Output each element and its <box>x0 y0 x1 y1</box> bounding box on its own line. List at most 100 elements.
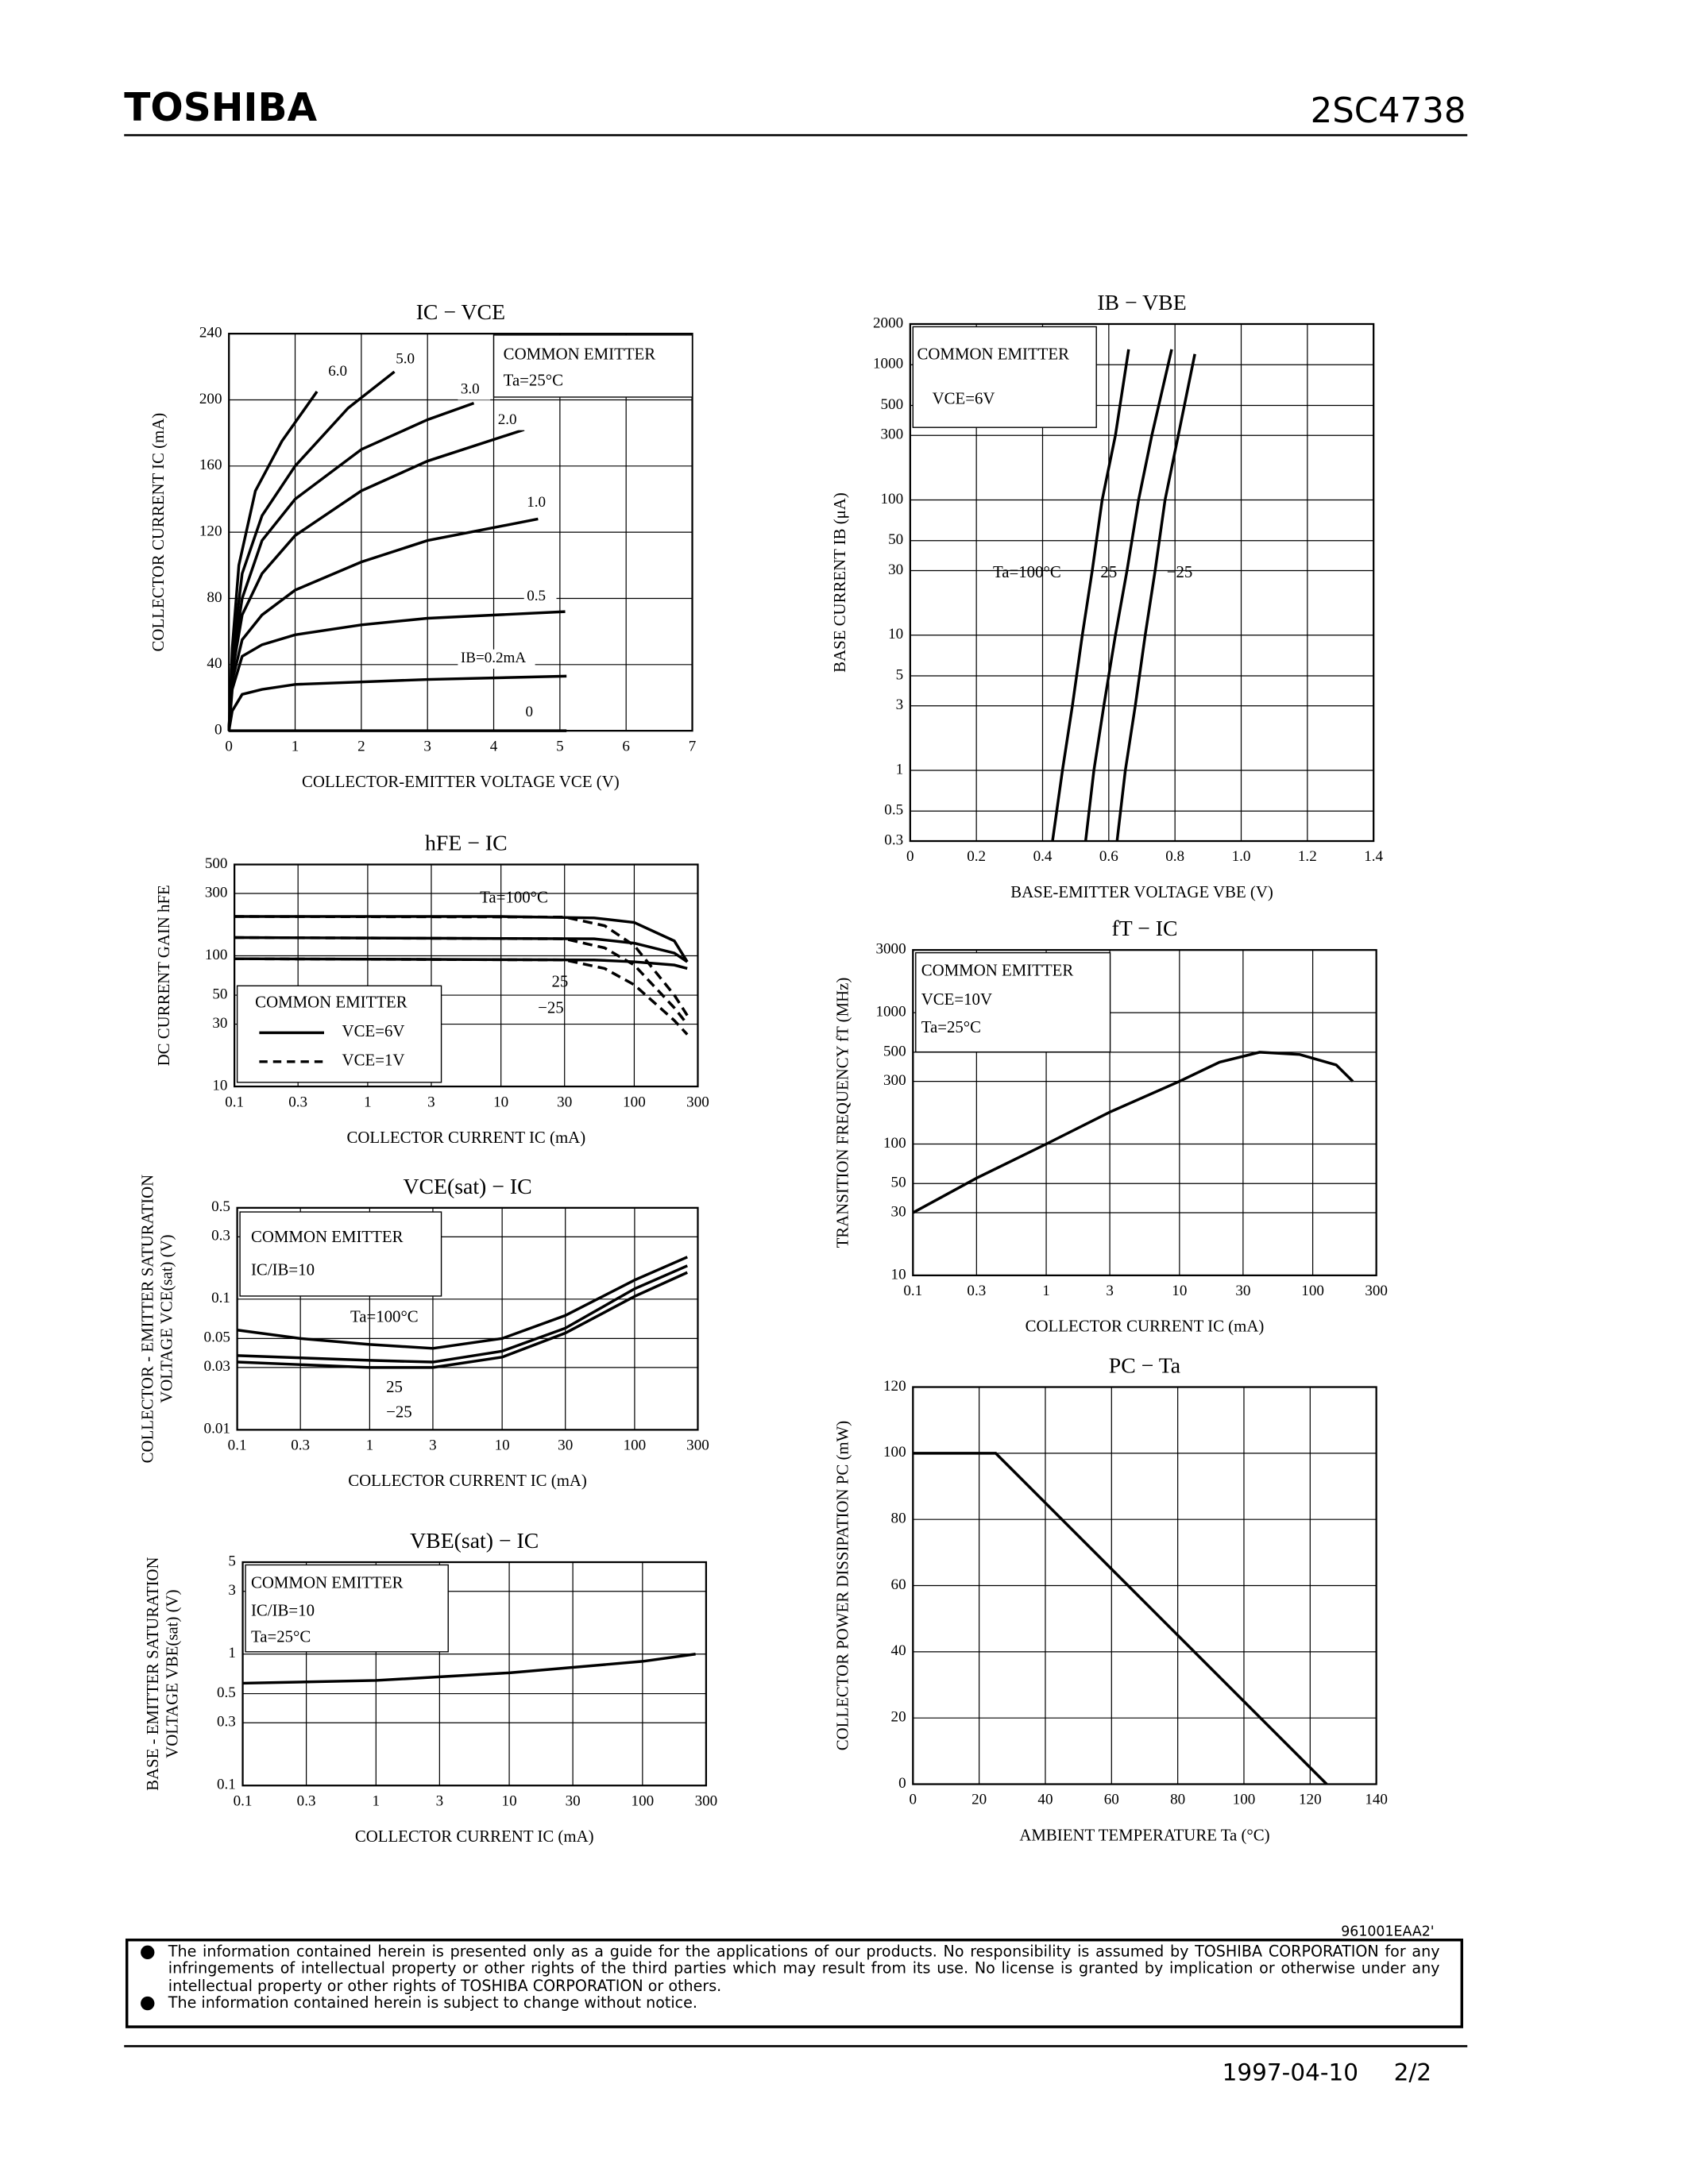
annotation-box <box>492 334 693 398</box>
y-tick-label: 1 <box>896 761 904 778</box>
x-tick-label: 80 <box>1170 1792 1185 1808</box>
legend-label: VCE=6V <box>342 1021 405 1040</box>
x-tick-label: 0 <box>906 848 914 865</box>
chart-title: IB − VBE <box>1097 291 1186 315</box>
x-tick-label: 0.2 <box>967 848 986 865</box>
x-tick-label: 100 <box>623 1094 646 1110</box>
curve <box>237 1271 688 1369</box>
y-tick-label: 300 <box>881 426 904 443</box>
legend-label: VCE=1V <box>342 1051 405 1070</box>
x-tick-label: 0.3 <box>297 1792 316 1809</box>
plot-frame <box>912 1386 1377 1785</box>
y-axis-label: COLLECTOR - EMITTER SATURATION <box>137 1175 156 1464</box>
annotation: Ta=25°C <box>921 1017 981 1036</box>
x-tick-label: 3 <box>423 738 431 754</box>
curve <box>1083 349 1173 842</box>
curve-label: 2.0 <box>498 411 517 428</box>
curve <box>227 610 566 731</box>
y-tick-label: 0.3 <box>217 1714 236 1731</box>
curve <box>227 428 525 731</box>
curve-label: 0 <box>525 704 533 720</box>
x-tick-label: 3 <box>427 1094 435 1110</box>
y-tick-label: 2000 <box>873 314 903 331</box>
x-axis-label: COLLECTOR CURRENT IC (mA) <box>346 1128 585 1147</box>
x-tick-label: 3 <box>429 1437 437 1454</box>
curve-label: 3.0 <box>461 381 480 398</box>
x-tick-label: 10 <box>1172 1283 1187 1299</box>
x-tick-label: 0.3 <box>291 1437 310 1454</box>
annotation: −25 <box>1167 562 1193 581</box>
y-tick-label: 3 <box>896 696 904 713</box>
annotation: VCE=6V <box>933 388 995 407</box>
curve-label: 1.0 <box>527 494 546 511</box>
annotation: COMMON EMITTER <box>921 961 1074 980</box>
label-bg <box>458 380 491 400</box>
y-axis-label: BASE CURRENT IB (μA) <box>830 492 849 673</box>
chart-title: VCE(sat) − IC <box>403 1175 531 1199</box>
x-tick-label: 30 <box>558 1437 573 1454</box>
doc-code: 961001EAA2' <box>1341 1924 1434 1939</box>
y-tick-label: 80 <box>207 589 222 606</box>
annotation-box <box>245 1564 449 1653</box>
label-bg <box>523 587 557 607</box>
y-tick-label: 50 <box>888 531 903 548</box>
curve <box>234 936 689 1025</box>
x-tick-label: 4 <box>490 738 498 754</box>
y-tick-label: 10 <box>212 1077 227 1094</box>
y-tick-label: 1000 <box>873 356 903 372</box>
y-tick-label: 0.5 <box>211 1198 230 1215</box>
y-tick-label: 80 <box>891 1511 906 1527</box>
curve <box>234 915 689 963</box>
y-tick-label: 200 <box>199 391 222 407</box>
x-tick-label: 100 <box>624 1437 647 1454</box>
y-tick-label: 0 <box>214 722 222 739</box>
x-tick-label: 2 <box>357 738 365 754</box>
x-tick-label: 1 <box>1042 1283 1050 1299</box>
x-axis-label: COLLECTOR CURRENT IC (mA) <box>348 1471 587 1490</box>
annotation: COMMON EMITTER <box>251 1227 404 1246</box>
y-tick-label: 0 <box>898 1775 906 1792</box>
x-tick-label: 0 <box>225 738 233 754</box>
y-tick-label: 0.01 <box>204 1421 230 1437</box>
x-axis-label: COLLECTOR CURRENT IC (mA) <box>1026 1317 1265 1336</box>
y-tick-label: 0.3 <box>884 832 903 848</box>
x-tick-label: 140 <box>1365 1792 1388 1808</box>
curve <box>227 370 396 731</box>
annotation-box <box>915 951 1111 1053</box>
part-number: 2SC4738 <box>1311 91 1466 131</box>
chart-title: IC − VCE <box>416 300 505 325</box>
x-axis-label: BASE-EMITTER VOLTAGE VBE (V) <box>1010 882 1273 901</box>
x-tick-label: 120 <box>1299 1792 1322 1808</box>
y-axis-label: VOLTAGE VBE(sat) (V) <box>163 1589 182 1758</box>
chart-title: fT − IC <box>1111 916 1177 941</box>
y-tick-label: 50 <box>891 1175 906 1191</box>
curve <box>1051 349 1130 842</box>
y-tick-label: 160 <box>199 457 222 473</box>
y-tick-label: 500 <box>881 396 904 413</box>
date: 1997-04-10 <box>1223 2059 1358 2086</box>
annotation: IC/IB=10 <box>251 1600 315 1619</box>
x-tick-label: 1 <box>292 738 299 754</box>
y-axis-label: VOLTAGE VCE(sat) (V) <box>157 1234 176 1403</box>
y-tick-label: 500 <box>205 855 228 872</box>
chart-title: VBE(sat) − IC <box>410 1529 539 1553</box>
y-tick-label: 10 <box>888 626 903 642</box>
curve <box>912 1051 1354 1214</box>
y-tick-label: 120 <box>199 523 222 540</box>
annotation: IC/IB=10 <box>251 1260 315 1279</box>
curve-label: 6.0 <box>328 363 347 380</box>
annotation: −25 <box>538 998 564 1017</box>
curve <box>237 1256 688 1350</box>
y-tick-label: 1000 <box>875 1003 906 1020</box>
x-tick-label: 1 <box>373 1792 380 1809</box>
y-axis-label: TRANSITION FREQUENCY fT (MHz) <box>832 978 852 1248</box>
label-bg <box>392 349 426 370</box>
plot-frame <box>912 949 1377 1277</box>
y-tick-label: 240 <box>199 325 222 341</box>
annotation: COMMON EMITTER <box>255 993 408 1012</box>
curve <box>234 915 689 1017</box>
y-tick-label: 5 <box>896 666 904 683</box>
annotation-box <box>236 985 442 1083</box>
